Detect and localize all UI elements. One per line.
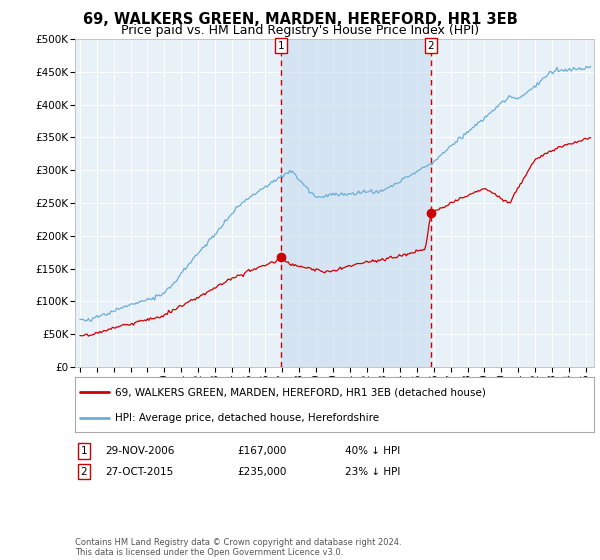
Text: £235,000: £235,000 (237, 466, 286, 477)
Text: 1: 1 (80, 446, 88, 456)
Text: 2: 2 (428, 41, 434, 51)
Text: 29-NOV-2006: 29-NOV-2006 (105, 446, 175, 456)
Text: £167,000: £167,000 (237, 446, 286, 456)
Text: 40% ↓ HPI: 40% ↓ HPI (345, 446, 400, 456)
Text: Price paid vs. HM Land Registry's House Price Index (HPI): Price paid vs. HM Land Registry's House … (121, 24, 479, 37)
Bar (281, 39, 431, 367)
Text: 23% ↓ HPI: 23% ↓ HPI (345, 466, 400, 477)
Text: 69, WALKERS GREEN, MARDEN, HEREFORD, HR1 3EB: 69, WALKERS GREEN, MARDEN, HEREFORD, HR1… (83, 12, 517, 27)
Text: 2: 2 (80, 466, 88, 477)
Text: 27-OCT-2015: 27-OCT-2015 (105, 466, 173, 477)
Text: 1: 1 (277, 41, 284, 51)
Text: HPI: Average price, detached house, Herefordshire: HPI: Average price, detached house, Here… (115, 413, 380, 422)
Text: 69, WALKERS GREEN, MARDEN, HEREFORD, HR1 3EB (detached house): 69, WALKERS GREEN, MARDEN, HEREFORD, HR1… (115, 388, 487, 397)
Text: Contains HM Land Registry data © Crown copyright and database right 2024.
This d: Contains HM Land Registry data © Crown c… (75, 538, 401, 557)
